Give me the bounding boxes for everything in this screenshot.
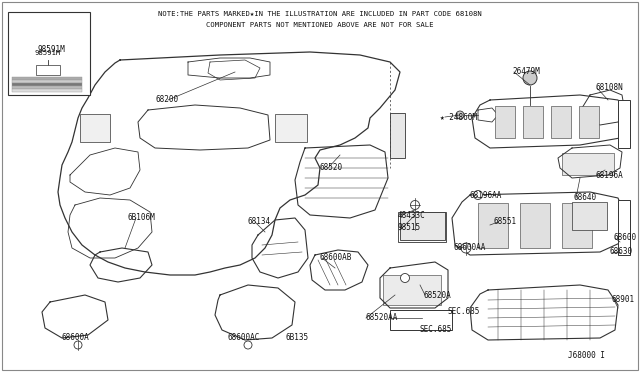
Bar [572, 202, 607, 230]
Text: 26479M: 26479M [512, 67, 540, 77]
Bar [400, 212, 445, 240]
Circle shape [401, 273, 410, 282]
Circle shape [74, 341, 82, 349]
Text: J68000 I: J68000 I [568, 350, 605, 359]
Circle shape [474, 190, 483, 199]
Text: 98591M: 98591M [38, 45, 66, 55]
Text: SEC.685: SEC.685 [448, 308, 481, 317]
Text: 68200: 68200 [155, 96, 178, 105]
Text: 68551: 68551 [494, 218, 517, 227]
Text: 68901: 68901 [612, 295, 635, 305]
Text: 68600AA: 68600AA [454, 243, 486, 251]
Text: 68520AA: 68520AA [365, 314, 397, 323]
Bar [478, 203, 508, 248]
Text: 68196A: 68196A [595, 170, 623, 180]
Circle shape [244, 341, 252, 349]
Bar [12, 86, 82, 89]
Bar [562, 203, 592, 248]
Circle shape [461, 243, 471, 253]
Text: ★ 24860M: ★ 24860M [440, 112, 477, 122]
Text: 68108N: 68108N [595, 83, 623, 93]
Text: 6B106M: 6B106M [128, 214, 156, 222]
Bar [562, 153, 614, 175]
Text: 98515: 98515 [398, 224, 421, 232]
Bar [495, 106, 515, 138]
Bar [618, 100, 630, 148]
Bar [12, 77, 82, 80]
Text: NOTE:THE PARTS MARKED★IN THE ILLUSTRATION ARE INCLUDED IN PART CODE 68108N: NOTE:THE PARTS MARKED★IN THE ILLUSTRATIO… [158, 11, 482, 17]
Bar [383, 275, 441, 305]
Text: SEC.685: SEC.685 [420, 326, 452, 334]
Bar [390, 310, 452, 330]
Circle shape [523, 71, 537, 85]
Text: 68520A: 68520A [423, 291, 451, 299]
Text: 68600AC: 68600AC [228, 333, 260, 341]
Bar [80, 114, 110, 142]
Text: 68600: 68600 [613, 234, 636, 243]
Circle shape [410, 201, 419, 209]
Text: 68640: 68640 [574, 193, 597, 202]
Text: 68630: 68630 [610, 247, 633, 257]
Bar [618, 200, 630, 255]
Bar [523, 106, 543, 138]
Bar [12, 83, 82, 86]
Bar [275, 114, 307, 142]
Bar [398, 212, 446, 242]
Bar [520, 203, 550, 248]
Bar [390, 113, 405, 158]
Text: 48433C: 48433C [398, 211, 426, 219]
Bar [36, 65, 60, 75]
Text: 68134: 68134 [248, 218, 271, 227]
Text: 68196AA: 68196AA [470, 190, 502, 199]
Text: 6B135: 6B135 [285, 333, 308, 341]
Circle shape [456, 111, 464, 119]
Bar [12, 89, 82, 92]
Text: 98591M: 98591M [35, 50, 61, 56]
Bar [8, 12, 90, 95]
Bar [12, 80, 82, 83]
Text: 68600A: 68600A [62, 333, 90, 341]
Text: COMPONENT PARTS NOT MENTIONED ABOVE ARE NOT FOR SALE: COMPONENT PARTS NOT MENTIONED ABOVE ARE … [206, 22, 434, 28]
Bar [551, 106, 571, 138]
Text: 68600AB: 68600AB [320, 253, 353, 263]
Bar [579, 106, 599, 138]
Text: 68520: 68520 [320, 164, 343, 173]
